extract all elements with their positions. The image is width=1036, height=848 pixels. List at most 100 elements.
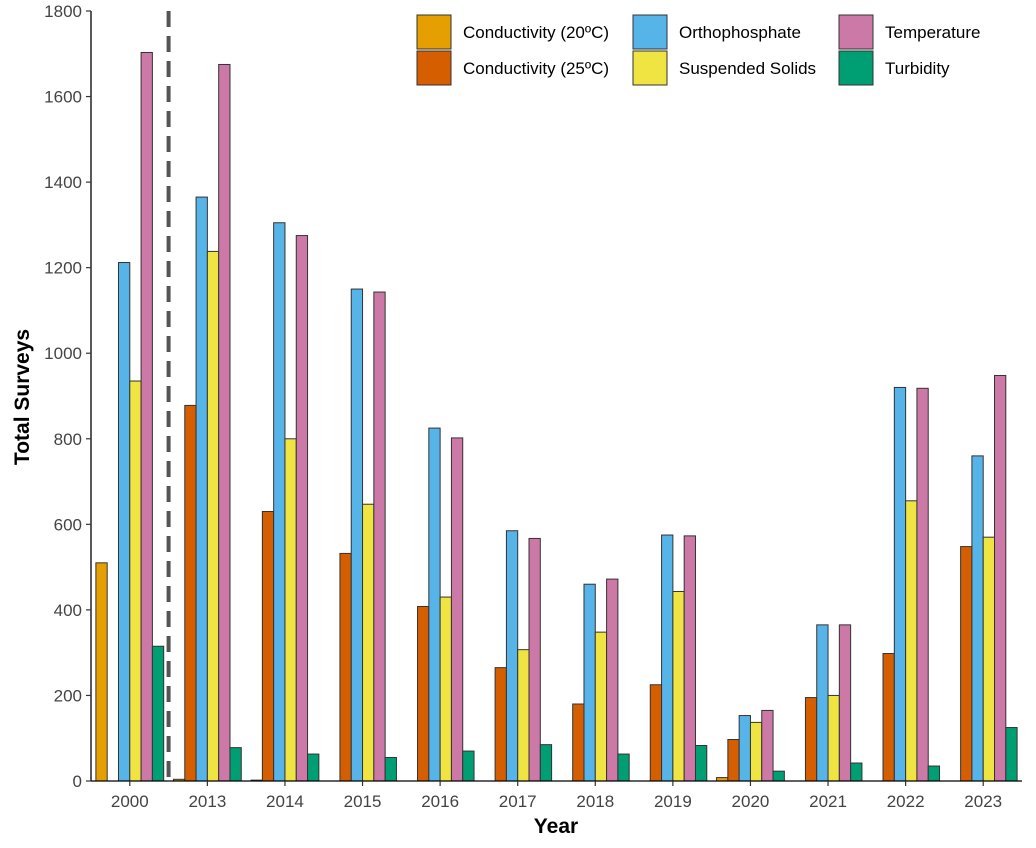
y-tick-label-1600: 1600 [44,88,82,107]
axes-layer: 0 200 400 600 800 1000 1200 1400 1600 1800 2000 201… [44,2,1022,811]
bar-orthophosphate-2000 [117,262,131,782]
legend-label-orthophosphate: Orthophosphate [679,23,801,42]
bar-turbidity-2016 [462,750,475,782]
bar-temperature-2013 [218,63,231,782]
x-tick-label-2021: 2021 [809,792,847,811]
legend-key-conductivity-20-c [416,14,452,50]
bar-turbidity-2017 [539,744,553,782]
bar-turbidity-2013 [229,747,242,782]
bar-suspended-solids-2015 [362,503,375,782]
y-tick-label-600: 600 [54,515,82,534]
bar-suspended-solids-2016 [439,596,452,782]
bars-layer [95,51,1018,782]
x-tick-label-2017: 2017 [499,792,537,811]
bar-temperature-2016 [450,437,464,782]
bar-suspended-solids-2013 [206,250,220,782]
bar-turbidity-2023 [1005,727,1018,782]
legend-label-conductivity-25-c: Conductivity (25ºC) [463,59,609,78]
bar-temperature-2020 [761,709,774,782]
y-tick-label-200: 200 [54,686,82,705]
bar-orthophosphate-2019 [661,534,674,782]
legend-label-temperature: Temperature [885,23,980,42]
x-axis-title: Year [534,815,578,838]
bar-suspended-solids-2014 [284,438,297,782]
bar-turbidity-2018 [617,753,630,782]
bar-conductivity-25-c-2020 [727,739,740,782]
bar-suspended-solids-2000 [129,380,142,782]
bar-conductivity-25-c-2018 [572,703,585,782]
bar-orthophosphate-2021 [816,624,829,782]
y-tick-label-0: 0 [73,772,82,791]
bar-temperature-2000 [140,51,153,782]
bar-temperature-2014 [295,235,309,782]
y-tick-label-1400: 1400 [44,173,82,192]
bar-orthophosphate-2017 [505,530,519,782]
bar-temperature-2023 [994,374,1007,782]
legend-label-suspended-solids: Suspended Solids [679,59,816,78]
bar-suspended-solids-2018 [594,631,608,782]
legend-key-conductivity-25-c [416,50,452,86]
legend-key-orthophosphate [632,14,668,50]
bar-temperature-2022 [916,387,929,782]
bar-orthophosphate-2013 [195,196,208,782]
x-tick-label-2013: 2013 [188,792,226,811]
legend-key-turbidity [838,50,874,86]
bar-suspended-solids-2017 [517,649,530,782]
bar-orthophosphate-2015 [350,288,364,782]
bar-turbidity-2022 [927,765,941,782]
bar-turbidity-2019 [694,744,708,782]
bar-conductivity-25-c-2016 [417,605,430,782]
x-tick-label-2020: 2020 [732,792,770,811]
x-tick-label-2023: 2023 [964,792,1002,811]
x-tick-label-2022: 2022 [887,792,925,811]
bar-temperature-2018 [606,578,619,782]
legend-key-suspended-solids [632,50,668,86]
bar-orthophosphate-2018 [583,583,596,782]
x-tick-label-2016: 2016 [421,792,459,811]
bar-conductivity-25-c-2014 [261,511,275,782]
y-tick-label-1200: 1200 [44,259,82,278]
y-tick-label-800: 800 [54,430,82,449]
bar-conductivity-25-c-2017 [494,667,507,782]
legend-key-temperature [838,14,874,50]
bar-orthophosphate-2016 [428,427,441,782]
bar-orthophosphate-2023 [971,455,984,782]
y-tick-label-1800: 1800 [44,2,82,21]
bar-temperature-2019 [683,535,696,782]
legend: Conductivity (20ºC) Conductivity (25ºC) Or… [416,14,980,86]
bar-orthophosphate-2014 [273,222,286,782]
bar-turbidity-2014 [307,753,320,782]
legend-label-turbidity: Turbidity [885,59,950,78]
bar-turbidity-2020 [772,770,785,782]
bar-turbidity-2000 [151,645,165,782]
bar-temperature-2021 [838,624,852,782]
bar-conductivity-25-c-2021 [804,697,818,782]
bar-temperature-2015 [373,291,386,782]
bar-conductivity-25-c-2023 [960,546,973,782]
bar-orthophosphate-2020 [738,715,751,782]
x-tick-label-2014: 2014 [266,792,304,811]
bar-turbidity-2021 [850,762,863,782]
bar-conductivity-25-c-2019 [649,684,663,782]
bar-suspended-solids-2019 [672,590,685,782]
x-tick-label-2015: 2015 [344,792,382,811]
bar-suspended-solids-2022 [905,500,918,782]
bar-suspended-solids-2021 [827,694,840,782]
bar-turbidity-2015 [384,756,397,782]
y-axis-title: Total Surveys [11,329,34,465]
legend-label-conductivity-20-c: Conductivity (20ºC) [463,23,609,42]
bar-conductivity-25-c-2015 [339,552,352,782]
x-tick-label-2019: 2019 [654,792,692,811]
x-tick-label-2000: 2000 [111,792,149,811]
bar-suspended-solids-2020 [749,721,763,782]
y-tick-label-400: 400 [54,601,82,620]
bar-conductivity-20-c-2000 [95,562,108,782]
bar-conductivity-25-c-2022 [882,653,895,782]
bar-suspended-solids-2023 [982,536,996,782]
bar-temperature-2017 [528,537,541,782]
x-tick-label-2018: 2018 [576,792,614,811]
y-tick-label-1000: 1000 [44,344,82,363]
bar-conductivity-25-c-2013 [184,404,197,782]
